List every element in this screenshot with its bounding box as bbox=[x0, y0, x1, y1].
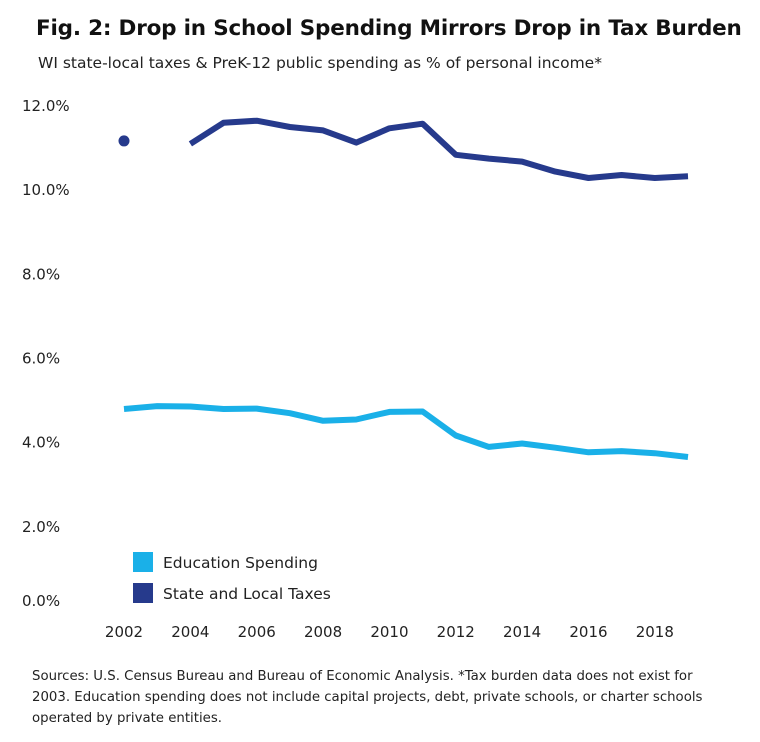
x-tick-label: 2006 bbox=[238, 623, 276, 641]
y-tick-label: 6.0% bbox=[22, 350, 60, 368]
legend-swatch-education bbox=[133, 552, 153, 572]
series-line bbox=[123, 403, 689, 460]
legend-label-taxes: State and Local Taxes bbox=[163, 585, 331, 603]
series-layer bbox=[118, 117, 689, 460]
y-tick-label: 8.0% bbox=[22, 265, 60, 283]
legend: Education Spending State and Local Taxes bbox=[133, 552, 331, 603]
series-point bbox=[118, 135, 130, 147]
x-tick-label: 2008 bbox=[304, 623, 342, 641]
y-axis: 0.0% 2.0% 4.0% 6.0% 8.0% 10.0% 12.0% bbox=[22, 97, 70, 610]
series-line bbox=[188, 117, 689, 181]
x-tick-label: 2002 bbox=[105, 623, 143, 641]
series-state-local-taxes bbox=[118, 117, 689, 181]
x-tick-label: 2004 bbox=[171, 623, 209, 641]
x-tick-label: 2012 bbox=[437, 623, 475, 641]
y-tick-label: 2.0% bbox=[22, 518, 60, 536]
chart-subtitle: WI state-local taxes & PreK-12 public sp… bbox=[38, 54, 602, 72]
source-note: Sources: U.S. Census Bureau and Bureau o… bbox=[32, 669, 703, 726]
legend-swatch-taxes bbox=[133, 583, 153, 603]
x-tick-label: 2016 bbox=[569, 623, 607, 641]
line-chart: 0.0%2.0%4.0%6.0%8.0%10.0%12.0% 2002 2004 2… bbox=[22, 97, 689, 641]
series-education-spending bbox=[123, 403, 689, 460]
x-tick-label: 2018 bbox=[636, 623, 674, 641]
y-tick-label: 0.0% bbox=[22, 592, 60, 610]
y-tick-label: 4.0% bbox=[22, 434, 60, 452]
x-axis: 2002 2004 2006 2008 2010 2012 2014 2016 2018 bbox=[105, 623, 674, 641]
chart-title: Fig. 2: Drop in School Spending Mirrors … bbox=[36, 16, 742, 41]
y-tick-label: 12.0% bbox=[22, 97, 70, 115]
x-tick-label: 2010 bbox=[370, 623, 408, 641]
y-tick-label: 10.0% bbox=[22, 181, 70, 199]
x-tick-label: 2014 bbox=[503, 623, 541, 641]
legend-label-education: Education Spending bbox=[163, 554, 318, 572]
